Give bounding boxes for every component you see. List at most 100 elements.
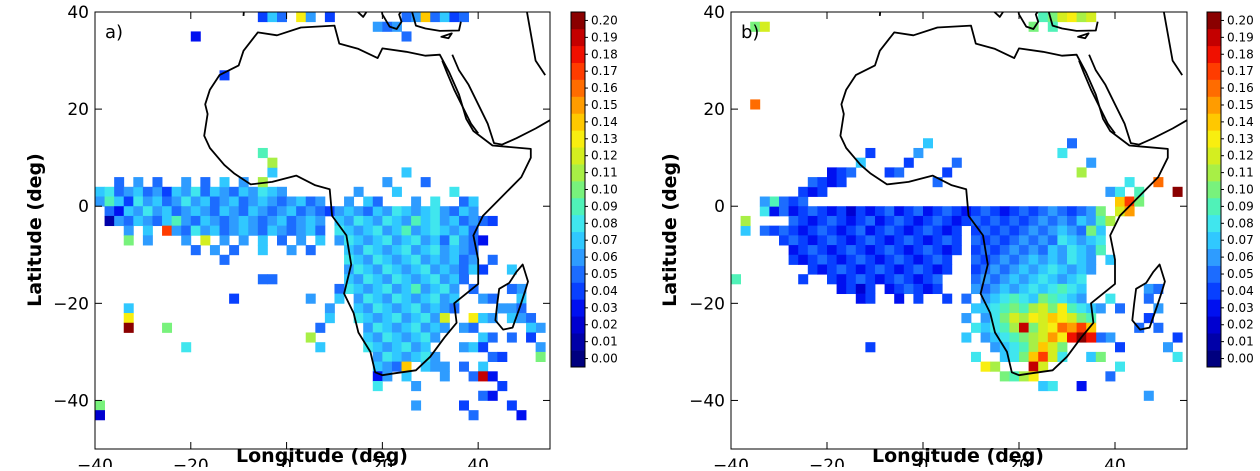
coastline (839, 12, 1187, 377)
heatmap-cell (430, 361, 441, 372)
heatmap-cell (468, 254, 479, 265)
heatmap-cell (219, 225, 230, 236)
colorbar-swatch (571, 231, 585, 249)
heatmap-cell (181, 206, 192, 217)
heatmap-cell (932, 283, 943, 295)
heatmap-cell (1028, 21, 1039, 32)
heatmap-cell (391, 293, 402, 304)
heatmap-cell (865, 215, 876, 227)
heatmap-cell (516, 283, 527, 295)
heatmap-cell (123, 313, 134, 324)
heatmap-cell (420, 283, 431, 295)
heatmap-cell (487, 254, 498, 265)
heatmap-cell (1028, 293, 1039, 304)
heatmap-cell (1086, 235, 1097, 246)
heatmap-cell (788, 245, 799, 256)
heatmap-cell (391, 21, 402, 32)
heatmap-cell (229, 225, 240, 236)
colorbar-swatch (1207, 130, 1221, 148)
colorbar-tick-label: 0.00 (1227, 352, 1254, 366)
heatmap-cell (257, 235, 268, 246)
heatmap-cell (401, 274, 412, 285)
x-tick-label: 40 (1104, 456, 1126, 467)
heatmap-cell (315, 235, 326, 246)
heatmap-cell (1067, 303, 1077, 314)
heatmap-cell (942, 235, 953, 246)
heatmap-cell (1095, 225, 1106, 236)
heatmap-cell (1019, 274, 1029, 285)
heatmap-cell (875, 225, 885, 236)
heatmap-cell (827, 254, 837, 265)
heatmap-cell (315, 322, 326, 333)
heatmap-cell (372, 381, 383, 392)
heatmap-cell (257, 215, 268, 227)
heatmap-cell (267, 157, 278, 168)
heatmap-cell (894, 215, 905, 227)
heatmap-cell (980, 235, 991, 246)
heatmap-cell (411, 303, 422, 314)
heatmap-cell (516, 313, 527, 324)
heatmap-cell (865, 254, 876, 265)
heatmap-cell (1009, 245, 1020, 256)
heatmap-cell (932, 215, 943, 227)
heatmap-cell (1095, 235, 1106, 246)
heatmap-cell (1067, 283, 1077, 295)
heatmap-cell (353, 293, 364, 304)
heatmap-cell (372, 274, 383, 285)
heatmap-cell (1124, 196, 1135, 207)
y-tick-label: 20 (67, 100, 89, 120)
heatmap-cell (1028, 361, 1039, 372)
heatmap-cell (1067, 225, 1077, 236)
heatmap-cell (1038, 332, 1049, 343)
heatmap-cell (1095, 245, 1106, 256)
heatmap-cell (382, 245, 393, 256)
heatmap-cell (344, 264, 355, 275)
heatmap-cell (1038, 206, 1049, 217)
heatmap-cell (229, 215, 240, 227)
heatmap-cell (123, 196, 134, 207)
heatmap-cell (1086, 254, 1097, 265)
colorbar-swatch (1207, 28, 1221, 47)
heatmap-cell (200, 215, 211, 227)
heatmap-cell (324, 206, 335, 217)
heatmap-cell (439, 235, 450, 246)
heatmap-cell (779, 235, 789, 246)
heatmap-cell (190, 206, 201, 217)
heatmap-cell (1028, 283, 1039, 295)
heatmap-cell (353, 186, 364, 197)
heatmap-cell (133, 196, 144, 207)
heatmap-cell (999, 225, 1010, 236)
heatmap-cell (1134, 196, 1145, 207)
heatmap-cell (836, 206, 847, 217)
colorbar-swatch (571, 12, 585, 30)
heatmap-cell (990, 215, 1001, 227)
heatmap-cell (411, 313, 422, 324)
heatmap-cell (999, 313, 1010, 324)
heatmap-cell (372, 215, 383, 227)
heatmap-cell (344, 254, 355, 265)
heatmap-cell (478, 332, 489, 343)
heatmap-cell (449, 225, 460, 236)
heatmap-cell (478, 215, 489, 227)
heatmap-cell (807, 177, 818, 188)
heatmap-cell (411, 351, 422, 362)
heatmap-cell (923, 283, 933, 295)
heatmap-cell (836, 274, 847, 285)
heatmap-cell (827, 274, 837, 285)
heatmap-cell (923, 245, 933, 256)
heatmap-cell (855, 157, 866, 168)
heatmap-cell (990, 342, 1001, 353)
heatmap-cell (1009, 371, 1020, 382)
heatmap-cell (865, 293, 876, 304)
colorbar-swatch (571, 28, 585, 47)
heatmap-cell (459, 196, 469, 207)
heatmap-cell (1019, 264, 1029, 275)
colorbar-tick-label: 0.03 (1227, 301, 1254, 315)
heatmap-cell (875, 206, 885, 217)
heatmap-cell (114, 206, 125, 217)
heatmap-cell (315, 225, 326, 236)
heatmap-cell (1076, 225, 1087, 236)
colorbar-swatch (571, 316, 585, 334)
heatmap-cell (999, 245, 1010, 256)
